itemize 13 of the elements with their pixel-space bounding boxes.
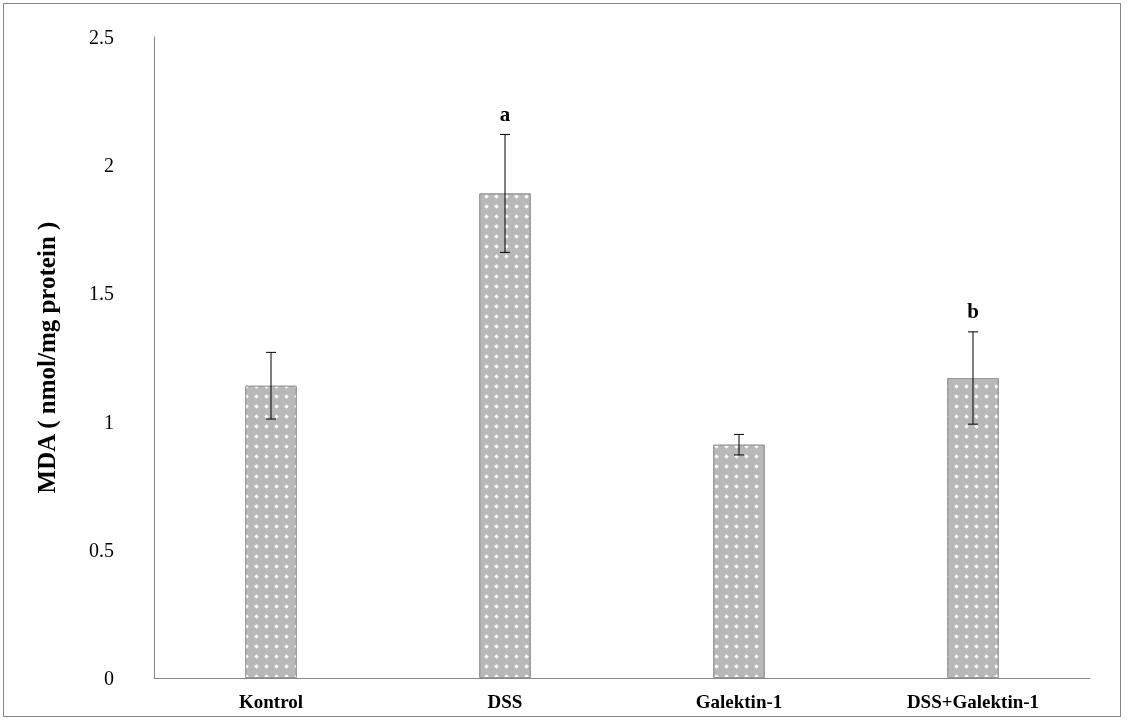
x-tick-label: DSS+Galektin-1 <box>906 691 1040 712</box>
x-tick-label: Kontrol <box>238 691 304 712</box>
x-tick-label: Galektin-1 <box>695 691 783 712</box>
annotation: b <box>967 299 979 324</box>
x-tick-label: DSS <box>487 691 523 712</box>
y-tick-label: 2.5 <box>89 26 114 48</box>
y-tick-label: 0 <box>104 667 114 689</box>
annotation: a <box>499 101 511 126</box>
y-axis-title: MDA ( nmol/mg protein ) <box>33 221 61 494</box>
y-tick-label: 1.5 <box>89 282 114 305</box>
y-tick-label: 1 <box>104 410 114 433</box>
y-tick-label: 0.5 <box>89 538 114 561</box>
y-tick-label: 2 <box>104 154 114 177</box>
